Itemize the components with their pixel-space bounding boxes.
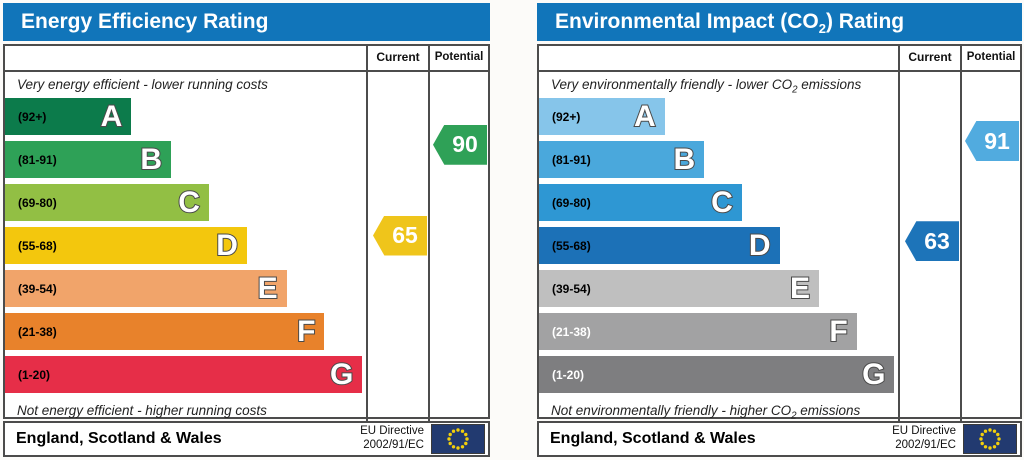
band-range-label: (69-80) (552, 195, 591, 210)
band-letter: G (861, 357, 886, 391)
band-letter: B (139, 142, 163, 176)
band-area: Very environmentally friendly - lower CO… (539, 72, 898, 423)
band-range-label: (81-91) (18, 152, 57, 167)
band-row-b: (81-91) B (539, 141, 898, 178)
band-row-d: (55-68) D (539, 227, 898, 264)
band-e: (39-54) E (539, 270, 820, 307)
band-row-g: (1-20) G (539, 356, 898, 393)
band-range-label: (81-91) (552, 152, 591, 167)
band-letter: D (748, 228, 772, 262)
column-header-spacer (5, 46, 366, 70)
eu-directive-label: EU Directive 2002/91/EC (360, 425, 424, 451)
environmental-impact-chart: Environmental Impact (CO2) Rating Curren… (537, 3, 1022, 457)
band-row-c: (69-80) C (5, 184, 366, 221)
band-row-a: (92+) A (539, 98, 898, 135)
column-header-row: Current Potential (539, 46, 1020, 72)
band-range-label: (55-68) (552, 238, 591, 253)
band-c: (69-80) C (5, 184, 209, 221)
band-d: (55-68) D (5, 227, 247, 264)
current-column-header: Current (898, 46, 960, 70)
chart-title-bar: Energy Efficiency Rating (3, 3, 490, 41)
rating-scale-area: Very energy efficient - lower running co… (5, 72, 488, 423)
band-letter: E (789, 271, 811, 305)
chart-footer: England, Scotland & Wales EU Directive 2… (537, 421, 1022, 457)
potential-column-header: Potential (428, 46, 488, 70)
rating-table: Current Potential Very energy efficient … (3, 44, 490, 423)
band-f: (21-38) F (539, 313, 857, 350)
band-g: (1-20) G (539, 356, 895, 393)
caption-top: Very environmentally friendly - lower CO… (551, 77, 862, 96)
eu-flag-icon (963, 424, 1017, 454)
rating-table: Current Potential Very environmentally f… (537, 44, 1022, 423)
band-range-label: (92+) (18, 109, 47, 124)
energy-efficiency-chart: Energy Efficiency Rating Current Potenti… (3, 3, 490, 457)
band-a: (92+) A (5, 98, 132, 135)
band-range-label: (69-80) (18, 195, 57, 210)
band-letter: B (672, 142, 696, 176)
band-range-label: (92+) (552, 109, 581, 124)
band-d: (55-68) D (539, 227, 780, 264)
region-label: England, Scotland & Wales (16, 430, 222, 447)
band-row-f: (21-38) F (5, 313, 366, 350)
column-header-row: Current Potential (5, 46, 488, 72)
band-letter: G (329, 357, 354, 391)
band-letter: E (257, 271, 279, 305)
band-letter: D (215, 228, 239, 262)
eu-flag-icon (431, 424, 485, 454)
band-f: (21-38) F (5, 313, 325, 350)
potential-column: 90 (428, 72, 488, 423)
band-range-label: (55-68) (18, 238, 57, 253)
band-range-label: (39-54) (18, 281, 57, 296)
chart-title: Environmental Impact (CO2) Rating (555, 10, 905, 37)
band-row-b: (81-91) B (5, 141, 366, 178)
band-range-label: (1-20) (552, 367, 585, 382)
band-a: (92+) A (539, 98, 665, 135)
current-rating-arrow: 65 (373, 215, 427, 256)
band-g: (1-20) G (5, 356, 363, 393)
current-rating-arrow: 63 (905, 221, 959, 262)
caption-bottom: Not environmentally friendly - higher CO… (551, 403, 861, 422)
band-range-label: (21-38) (552, 324, 591, 339)
band-c: (69-80) C (539, 184, 742, 221)
band-letter: C (177, 185, 201, 219)
band-row-a: (92+) A (5, 98, 366, 135)
band-area: Very energy efficient - lower running co… (5, 72, 366, 423)
band-range-label: (21-38) (18, 324, 57, 339)
band-row-c: (69-80) C (539, 184, 898, 221)
rating-scale-area: Very environmentally friendly - lower CO… (539, 72, 1020, 423)
band-letter: A (633, 99, 657, 133)
potential-column: 91 (960, 72, 1020, 423)
band-row-e: (39-54) E (539, 270, 898, 307)
potential-rating-arrow: 91 (965, 121, 1019, 161)
potential-rating-arrow: 90 (433, 124, 487, 165)
current-column-header: Current (366, 46, 428, 70)
band-row-e: (39-54) E (5, 270, 366, 307)
band-b: (81-91) B (539, 141, 705, 178)
eu-directive-label: EU Directive 2002/91/EC (892, 425, 956, 451)
band-range-label: (39-54) (552, 281, 591, 296)
band-row-f: (21-38) F (539, 313, 898, 350)
potential-column-header: Potential (960, 46, 1020, 70)
band-letter: F (296, 314, 316, 348)
current-column: 63 (898, 72, 960, 423)
chart-title-bar: Environmental Impact (CO2) Rating (537, 3, 1022, 41)
caption-top: Very energy efficient - lower running co… (17, 77, 268, 92)
column-header-spacer (539, 46, 898, 70)
band-letter: C (710, 185, 734, 219)
band-letter: F (828, 314, 848, 348)
band-e: (39-54) E (5, 270, 287, 307)
band-range-label: (1-20) (18, 367, 51, 382)
region-label: England, Scotland & Wales (550, 430, 756, 447)
caption-bottom: Not energy efficient - higher running co… (17, 403, 267, 418)
chart-title: Energy Efficiency Rating (21, 10, 269, 33)
band-letter: A (100, 99, 124, 133)
current-column: 65 (366, 72, 428, 423)
band-b: (81-91) B (5, 141, 172, 178)
chart-footer: England, Scotland & Wales EU Directive 2… (3, 421, 490, 457)
band-row-g: (1-20) G (5, 356, 366, 393)
band-row-d: (55-68) D (5, 227, 366, 264)
